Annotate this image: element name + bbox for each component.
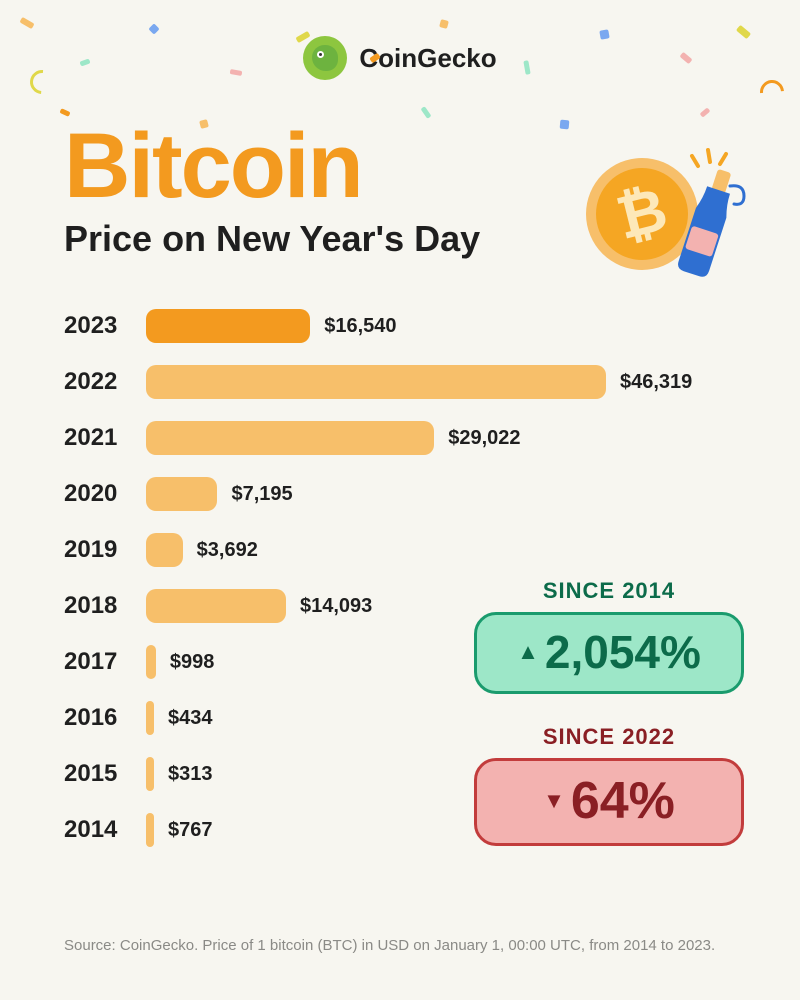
chart-value-label: $46,319	[620, 371, 692, 394]
arrow-down-icon: ▼	[543, 790, 565, 812]
chart-year-label: 2023	[64, 312, 146, 340]
chart-year-label: 2020	[64, 480, 146, 508]
chart-bar	[146, 421, 434, 455]
swirl-icon	[730, 186, 744, 205]
chart-bar	[146, 701, 154, 735]
page-title: Bitcoin	[64, 120, 480, 212]
stat-value: 2,054%	[545, 629, 701, 675]
stat-box-down: ▼ 64%	[474, 758, 744, 846]
chart-value-label: $434	[168, 707, 213, 730]
chart-row: 2019 $3,692	[64, 522, 736, 578]
sparkle-icon	[692, 150, 726, 166]
title-block: Bitcoin Price on New Year's Day	[64, 120, 480, 260]
chart-bar	[146, 813, 154, 847]
chart-value-label: $7,195	[231, 483, 292, 506]
stats-panel: SINCE 2014 ▲ 2,054% SINCE 2022 ▼ 64%	[474, 578, 744, 846]
chart-value-label: $14,093	[300, 595, 372, 618]
page-subtitle: Price on New Year's Day	[64, 218, 480, 260]
chart-year-label: 2018	[64, 592, 146, 620]
arrow-up-icon: ▲	[517, 641, 539, 663]
chart-row: 2020 $7,195	[64, 466, 736, 522]
stat-label: SINCE 2014	[474, 578, 744, 604]
chart-year-label: 2022	[64, 368, 146, 396]
chart-value-label: $313	[168, 763, 213, 786]
chart-bar	[146, 365, 606, 399]
chart-year-label: 2021	[64, 424, 146, 452]
chart-year-label: 2016	[64, 704, 146, 732]
chart-value-label: $3,692	[197, 539, 258, 562]
stat-box-up: ▲ 2,054%	[474, 612, 744, 694]
chart-value-label: $767	[168, 819, 213, 842]
hero-illustration: ₿	[580, 140, 750, 290]
chart-row: 2021 $29,022	[64, 410, 736, 466]
chart-year-label: 2019	[64, 536, 146, 564]
chart-bar	[146, 309, 310, 343]
header: CoinGecko	[0, 0, 800, 80]
chart-bar	[146, 477, 217, 511]
brand-name: CoinGecko	[359, 43, 496, 74]
chart-row: 2022 $46,319	[64, 354, 736, 410]
chart-year-label: 2017	[64, 648, 146, 676]
chart-value-label: $29,022	[448, 427, 520, 450]
bitcoin-coin-icon: ₿	[586, 158, 698, 270]
chart-row: 2023 $16,540	[64, 298, 736, 354]
chart-bar	[146, 757, 154, 791]
chart-bar	[146, 533, 183, 567]
chart-value-label: $16,540	[324, 315, 396, 338]
source-note: Source: CoinGecko. Price of 1 bitcoin (B…	[64, 937, 715, 954]
chart-year-label: 2014	[64, 816, 146, 844]
chart-value-label: $998	[170, 651, 215, 674]
chart-year-label: 2015	[64, 760, 146, 788]
stat-value: 64%	[571, 775, 675, 827]
coingecko-logo-icon	[303, 36, 347, 80]
chart-bar	[146, 645, 156, 679]
stat-label: SINCE 2022	[474, 724, 744, 750]
chart-bar	[146, 589, 286, 623]
